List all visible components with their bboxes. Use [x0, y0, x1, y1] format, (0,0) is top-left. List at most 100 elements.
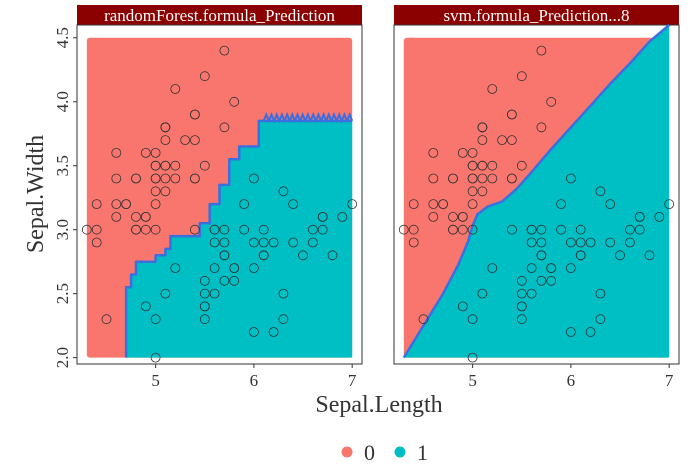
data-point	[477, 160, 488, 171]
legend-label: 1	[417, 440, 428, 465]
strip-background	[394, 5, 679, 25]
data-point	[199, 314, 210, 325]
data-point	[546, 96, 557, 107]
data-point	[467, 147, 478, 158]
y-tick-label: 2.5	[53, 283, 72, 304]
data-point	[160, 173, 171, 184]
data-point	[457, 211, 468, 222]
data-point	[347, 199, 358, 210]
data-point	[487, 173, 498, 184]
data-point	[170, 263, 181, 274]
data-point	[150, 173, 161, 184]
data-point	[605, 237, 616, 248]
data-point	[526, 224, 537, 235]
data-point	[516, 301, 527, 312]
data-point	[615, 250, 625, 261]
data-point	[111, 147, 122, 158]
data-point	[467, 224, 478, 235]
data-point	[317, 224, 328, 235]
data-point	[337, 211, 348, 222]
data-point	[150, 147, 161, 158]
data-point	[398, 224, 409, 235]
data-point	[634, 211, 645, 222]
x-tick-label: 6	[567, 371, 576, 390]
data-point	[418, 314, 429, 325]
data-point	[189, 224, 200, 235]
data-point	[408, 224, 419, 235]
data-point	[467, 160, 478, 171]
data-point	[448, 211, 458, 222]
data-point	[140, 211, 151, 222]
data-point	[131, 224, 141, 235]
data-point	[170, 173, 181, 184]
data-point	[516, 71, 527, 82]
data-point	[258, 224, 269, 235]
data-point	[546, 275, 557, 286]
data-point	[536, 275, 547, 286]
data-point	[516, 160, 527, 171]
data-point	[160, 288, 171, 299]
x-tick-label: 5	[151, 371, 160, 390]
data-point	[150, 186, 161, 197]
data-point	[487, 84, 498, 94]
y-tick-label: 3.5	[53, 155, 72, 176]
data-point	[209, 288, 220, 299]
panel-randomforest: randomForest.formula_Prediction 5 6 7	[76, 5, 363, 390]
data-point	[278, 186, 289, 197]
legend-swatch	[394, 446, 406, 458]
data-point	[229, 263, 240, 274]
data-point	[566, 327, 576, 337]
data-point	[536, 122, 547, 133]
data-point	[516, 314, 527, 325]
data-point	[428, 211, 439, 222]
data-point	[595, 314, 606, 325]
data-point	[536, 250, 547, 261]
data-point	[566, 173, 576, 184]
data-point	[239, 224, 250, 235]
data-point	[199, 301, 210, 312]
data-point	[536, 224, 547, 235]
data-point	[664, 199, 675, 210]
data-point	[625, 237, 635, 248]
data-point	[160, 160, 171, 171]
data-point	[239, 199, 250, 210]
data-point	[506, 135, 517, 146]
data-point	[467, 199, 478, 210]
data-point	[307, 237, 318, 248]
decision-boundary-noise	[262, 111, 354, 124]
decision-boundary	[124, 119, 353, 358]
data-point	[575, 250, 586, 261]
data-point	[556, 224, 566, 235]
data-point	[131, 211, 141, 222]
data-point	[150, 352, 161, 363]
data-point	[595, 186, 606, 197]
y-tick-label: 4.5	[53, 27, 72, 48]
data-point	[506, 109, 517, 120]
data-point	[634, 224, 645, 235]
data-point	[408, 199, 419, 210]
y-axis: 2.0 2.5 3.0 3.5 4.0 4.5	[53, 27, 77, 368]
panel-svm: svm.formula_Prediction...8 5 6 7	[393, 5, 680, 390]
data-point	[467, 173, 478, 184]
data-point	[477, 135, 488, 146]
data-point	[209, 263, 220, 274]
data-point	[298, 250, 308, 261]
strip-background	[77, 5, 362, 25]
data-point	[248, 327, 259, 337]
region-class-1	[403, 25, 670, 358]
data-point	[327, 250, 338, 261]
panel-title: randomForest.formula_Prediction	[104, 6, 335, 25]
data-point	[160, 122, 171, 133]
data-point	[317, 211, 328, 222]
data-point	[487, 263, 498, 274]
data-point	[288, 199, 299, 210]
data-point	[448, 224, 458, 235]
region-class-1	[126, 120, 353, 358]
data-point	[150, 199, 161, 210]
data-point	[428, 173, 439, 184]
data-point	[278, 314, 289, 325]
data-point	[258, 250, 269, 261]
data-point	[189, 109, 200, 120]
data-point	[229, 275, 240, 286]
